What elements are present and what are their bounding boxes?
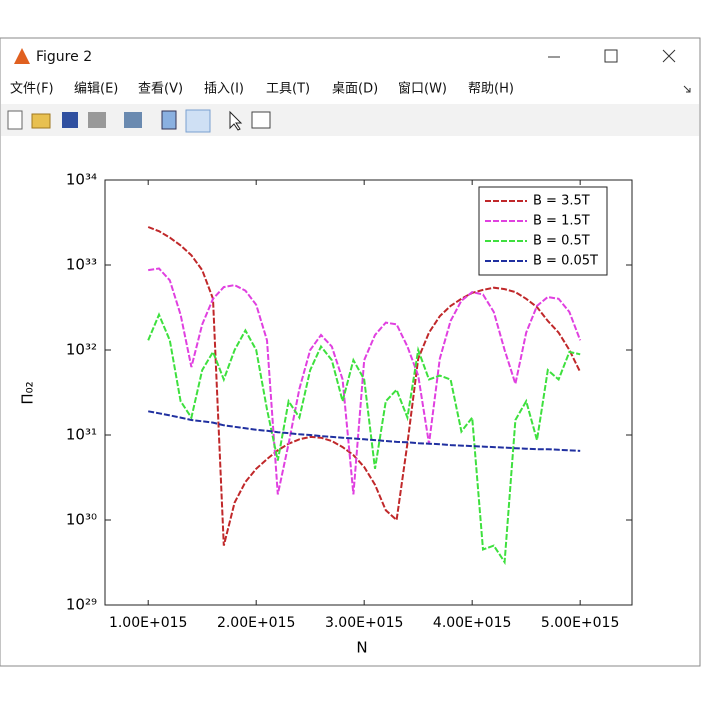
toolbar-icons: [7, 109, 271, 133]
y-tick-label: 10³³: [66, 256, 97, 274]
menu-item[interactable]: 帮助(H): [468, 82, 514, 97]
legend-label: B = 0.05T: [533, 254, 598, 269]
pointer-icon[interactable]: [229, 110, 243, 131]
link-icon[interactable]: [124, 112, 142, 128]
menu-bar: 文件(F) 编辑(E) 查看(V) 插入(I) 工具(T) 桌面(D) 窗口(W) 帮助(H): [10, 81, 514, 97]
menu-item[interactable]: 查看(V): [138, 81, 183, 97]
x-tick-label: 4.00E+015: [433, 615, 511, 631]
x-axis-label: N: [356, 639, 367, 657]
maximize-button[interactable]: [604, 49, 618, 63]
legend-label: B = 3.5T: [533, 194, 590, 209]
open-icon[interactable]: [31, 113, 51, 129]
menu-arrow: [683, 85, 691, 93]
print-icon[interactable]: [88, 112, 106, 128]
legend-label: B = 0.5T: [533, 234, 590, 249]
toolbar: [1, 104, 699, 136]
menu-item[interactable]: 桌面(D): [332, 82, 378, 97]
menu-item[interactable]: 文件(F): [10, 82, 54, 97]
new-icon[interactable]: [7, 110, 23, 130]
x-tick-label: 3.00E+015: [325, 615, 403, 631]
menu-item[interactable]: 插入(I): [204, 82, 244, 97]
window-title: Figure 2: [36, 49, 92, 65]
x-tick-label: 1.00E+015: [109, 615, 187, 631]
legend-box: [478, 186, 608, 276]
x-tick-label: 2.00E+015: [217, 615, 295, 631]
legend-label: B = 1.5T: [533, 214, 590, 229]
menu-item[interactable]: 窗口(W): [398, 81, 447, 97]
property-icon[interactable]: [251, 111, 271, 129]
save-icon[interactable]: [62, 112, 78, 128]
y-tick-label: 10³⁴: [66, 171, 97, 189]
colorbar-icon[interactable]: [161, 110, 177, 130]
legend-icon[interactable]: [185, 109, 211, 133]
menu-item[interactable]: 编辑(E): [74, 82, 118, 97]
series-line: [148, 410, 581, 452]
y-axis-label: Π₀₂: [19, 381, 37, 404]
title-bar: [1, 39, 699, 75]
series-line: [147, 312, 581, 566]
y-tick-label: 10³¹: [66, 426, 97, 444]
chart: 1.00E+015 2.00E+015 3.00E+015 4.00E+015 5.00…: [66, 171, 632, 631]
y-tick-label: 10²⁹: [66, 596, 97, 614]
menu-item[interactable]: 工具(T): [266, 82, 310, 97]
x-tick-label: 5.00E+015: [541, 615, 619, 631]
y-tick-label: 10³²: [66, 341, 97, 359]
series-line: [147, 226, 582, 546]
y-tick-label: 10³⁰: [66, 511, 97, 529]
app-icon: [14, 48, 30, 64]
close-button[interactable]: [662, 49, 676, 63]
